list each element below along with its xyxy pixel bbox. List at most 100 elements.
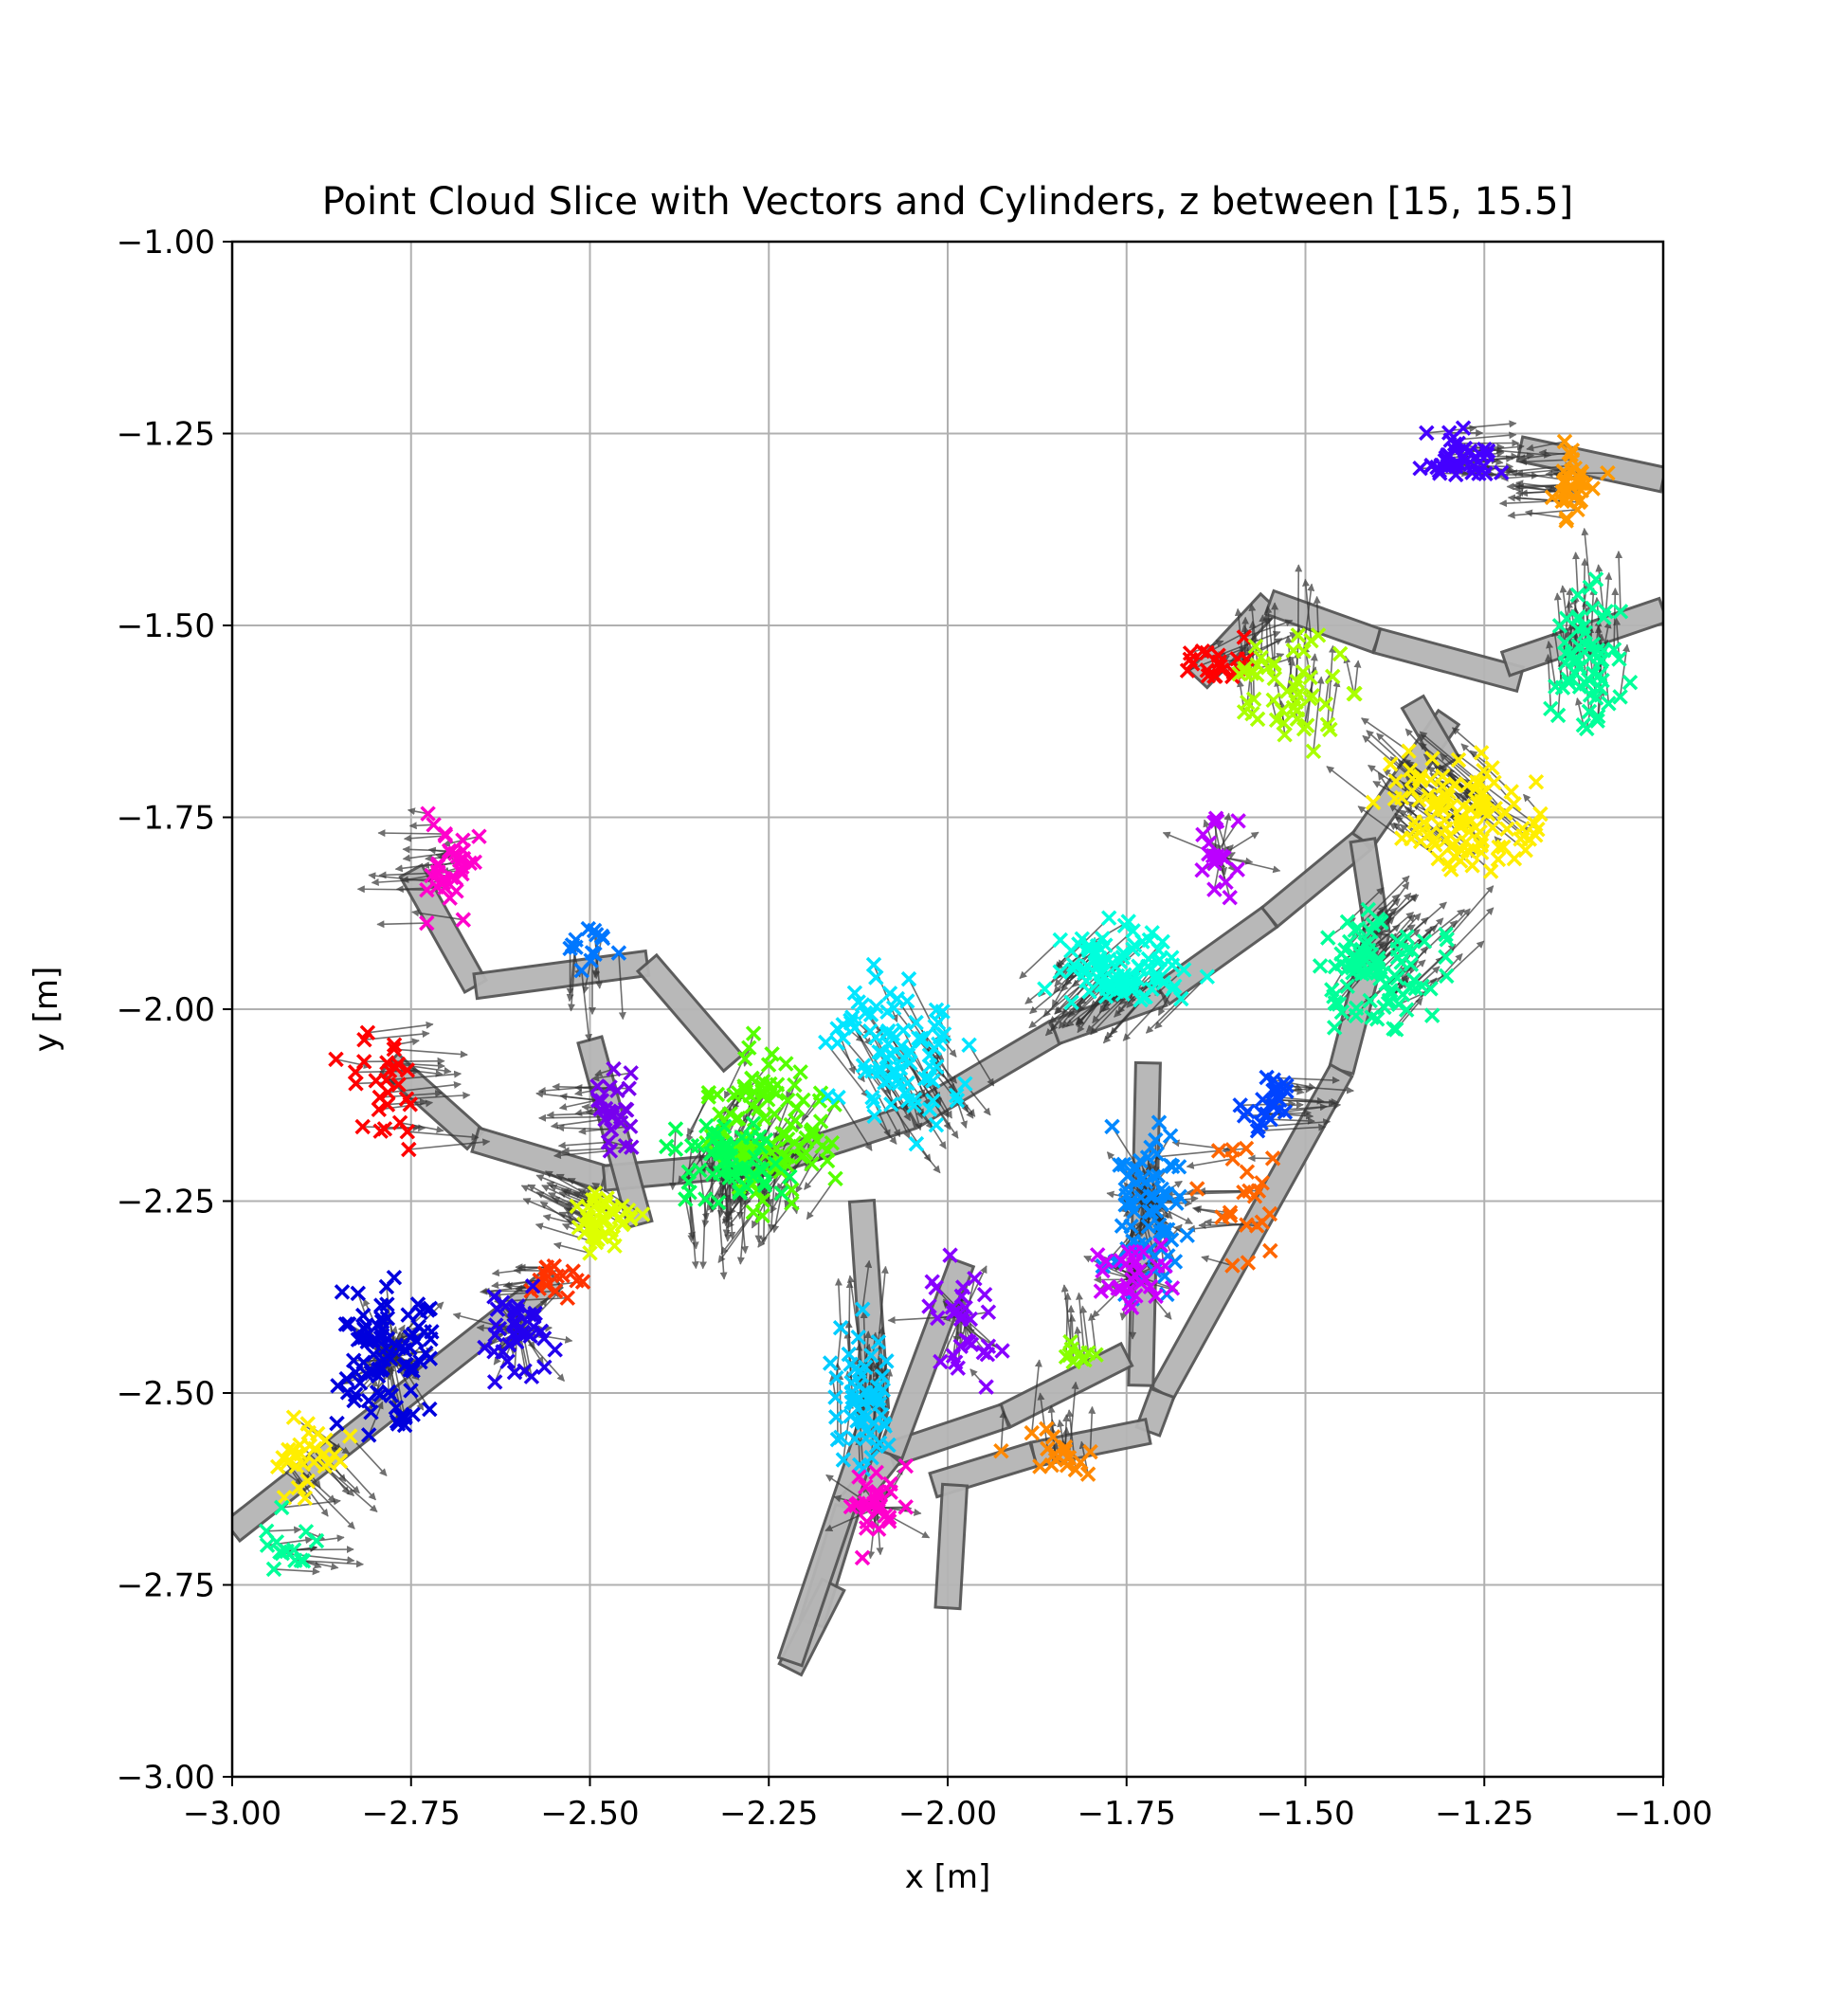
vector-arrow [1286, 1085, 1354, 1094]
x-tick-label: −1.50 [1256, 1795, 1354, 1833]
vector-arrow [1067, 1305, 1076, 1343]
vector-arrow [556, 1124, 612, 1132]
data-point [1184, 656, 1201, 672]
data-point [1240, 1255, 1257, 1271]
data-point [756, 1174, 773, 1190]
vector-arrow [402, 845, 450, 854]
vector-arrow [553, 1149, 610, 1160]
vector-arrow [558, 1098, 599, 1111]
data-point [1491, 839, 1507, 856]
vector-arrow [1361, 717, 1409, 752]
vector-arrow [1604, 571, 1613, 612]
data-point [1047, 1445, 1063, 1462]
vector-arrow [1201, 1255, 1233, 1267]
x-tick-label: −2.00 [898, 1795, 997, 1833]
vector-arrow [684, 1146, 693, 1185]
data-point [752, 1138, 770, 1155]
data-point [1412, 833, 1429, 850]
data-point [1212, 658, 1228, 675]
data-point [1484, 820, 1501, 836]
data-point [1600, 464, 1616, 481]
vector-arrow [698, 1145, 707, 1176]
data-point [1424, 751, 1440, 767]
vector-arrow [591, 1072, 631, 1082]
data-point [1224, 1257, 1241, 1274]
data-point [1558, 513, 1574, 529]
data-point [1484, 760, 1500, 776]
data-point [788, 1113, 804, 1129]
vector-arrow [273, 1567, 320, 1576]
vector-arrow [1186, 1158, 1233, 1169]
y-tick-label: −2.50 [117, 1375, 215, 1413]
data-point [1387, 773, 1404, 789]
data-point [554, 1267, 571, 1284]
data-point [1559, 480, 1575, 498]
vector-arrow [669, 1129, 678, 1191]
data-point [1437, 812, 1453, 828]
data-point [1404, 830, 1420, 847]
data-point [736, 1051, 753, 1067]
data-point [269, 1458, 286, 1475]
data-point [1287, 679, 1304, 696]
vector-arrow [824, 1041, 869, 1098]
y-tick-label: −2.75 [117, 1567, 215, 1605]
vector-arrow [390, 1360, 407, 1419]
data-point [1424, 797, 1440, 814]
x-tick-label: −1.25 [1435, 1795, 1533, 1833]
data-point [717, 1162, 734, 1179]
data-point [342, 1428, 358, 1444]
data-point [582, 1245, 598, 1261]
data-point [355, 1054, 372, 1070]
data-point [814, 1138, 830, 1154]
data-point [787, 1076, 803, 1094]
data-point [1446, 777, 1463, 793]
vector-arrow [561, 1146, 632, 1155]
data-point [745, 1025, 762, 1041]
vector-arrow [386, 1070, 462, 1081]
data-point [778, 1056, 794, 1072]
data-point [1289, 711, 1306, 727]
data-point [386, 1040, 403, 1058]
data-point [744, 1070, 760, 1087]
point-markers [258, 420, 1639, 1578]
data-point [1440, 788, 1457, 805]
data-point [680, 1164, 698, 1181]
data-point [1222, 1204, 1239, 1221]
data-point [753, 1163, 770, 1179]
data-point [709, 1086, 726, 1103]
data-point [380, 1084, 396, 1101]
data-point [667, 1121, 684, 1137]
data-point [1207, 668, 1223, 684]
data-point [368, 1073, 384, 1089]
vector-arrow [846, 1275, 860, 1338]
data-point [741, 1040, 757, 1056]
vector-arrow [1484, 448, 1552, 459]
data-point [1532, 805, 1549, 823]
data-point [402, 1096, 419, 1113]
data-point [299, 1473, 316, 1490]
y-axis-label: y [m] [27, 967, 65, 1053]
vector-arrow [618, 952, 626, 1021]
data-point [1459, 777, 1476, 793]
vector-arrow [1031, 1359, 1042, 1434]
data-point [1274, 702, 1291, 718]
y-tick-label: −1.25 [117, 416, 215, 454]
data-point [993, 1442, 1009, 1459]
vector-arrow [837, 1096, 873, 1151]
vector-arrow [1546, 641, 1557, 687]
vector-arrow [698, 1199, 707, 1270]
vector-arrow [1102, 996, 1147, 1044]
y-tick-label: −2.25 [117, 1184, 215, 1221]
vector-arrow [393, 1048, 468, 1058]
data-point [1442, 838, 1459, 855]
x-tick-label: −1.00 [1614, 1795, 1712, 1833]
data-point [1563, 462, 1580, 479]
data-point [589, 1213, 605, 1230]
x-tick-label: −3.00 [183, 1795, 281, 1833]
data-point [1332, 645, 1349, 662]
data-point [1438, 949, 1454, 966]
vector-arrow [771, 1192, 783, 1234]
data-point [1319, 716, 1336, 733]
data-point [1211, 654, 1228, 670]
